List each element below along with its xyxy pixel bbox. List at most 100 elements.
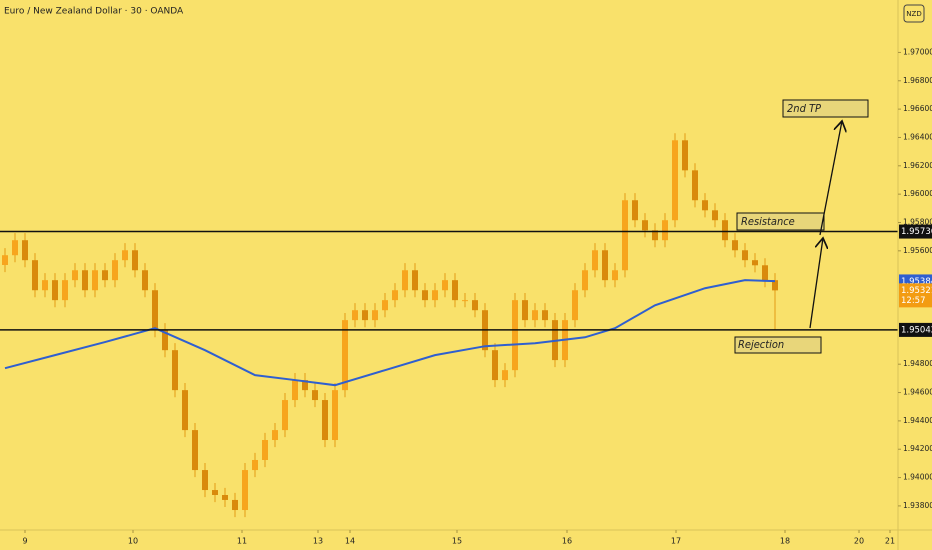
x-tick-label: 15 (452, 537, 462, 546)
candle-body (702, 200, 708, 211)
level-tag (899, 224, 932, 239)
candle-body (572, 290, 578, 321)
candle-body (542, 310, 548, 321)
y-tick-label: 1.95800 (903, 217, 932, 226)
candle-body (402, 270, 408, 291)
candle-body (282, 400, 288, 431)
x-tick-label: 14 (345, 537, 355, 546)
candle-body (752, 260, 758, 266)
ma-tag-label: 1.95384 (901, 277, 932, 287)
level-tag-label: 1.95042 (901, 325, 932, 335)
candle-body (522, 300, 528, 321)
candle-body (32, 260, 38, 291)
y-tick-label: 1.94800 (903, 359, 932, 368)
rejection-box (734, 336, 822, 354)
candle-body (352, 310, 358, 321)
y-tick-label: 1.96600 (903, 104, 932, 113)
candle-body (362, 310, 368, 321)
candle-body (82, 270, 88, 291)
candle-body (582, 270, 588, 291)
arrow-up-2 (819, 121, 842, 236)
candle-body (442, 280, 448, 291)
candle-body (682, 140, 688, 171)
candle-body (72, 270, 78, 281)
tp-box (782, 99, 869, 118)
x-tick-label: 17 (671, 537, 681, 546)
candle-body (502, 370, 508, 381)
candle-body (722, 220, 728, 241)
candle-body (622, 200, 628, 271)
level-tag-label: 1.95736 (901, 227, 932, 237)
candle-body (182, 390, 188, 431)
x-tick-label: 21 (885, 537, 895, 546)
x-tick-label: 20 (854, 537, 864, 546)
y-tick-label: 1.94400 (903, 416, 932, 425)
x-tick-label: 16 (562, 537, 572, 546)
y-tick-label: 1.94000 (903, 473, 932, 482)
candle-body (382, 300, 388, 311)
y-tick-label: 1.96800 (903, 76, 932, 85)
x-tick-label: 13 (313, 537, 323, 546)
candle-body (102, 270, 108, 281)
candle-body (232, 499, 238, 511)
candle-body (512, 300, 518, 371)
candle-body (732, 240, 738, 251)
x-tick-label: 9 (22, 537, 27, 546)
candle-body (162, 330, 168, 351)
x-tick-label: 11 (237, 537, 247, 546)
candle-body (472, 300, 478, 311)
y-tick-label: 1.93800 (903, 501, 932, 510)
tp-label: 2nd TP (787, 102, 821, 115)
candle-body (492, 350, 498, 381)
candle-body (422, 290, 428, 301)
candle-body (642, 220, 648, 231)
level-tag (899, 322, 932, 337)
candle-body (312, 390, 318, 401)
candle-body (202, 470, 208, 491)
candle-body (602, 250, 608, 281)
candle-body (742, 250, 748, 261)
candle-body (302, 380, 308, 391)
y-tick-label: 1.94600 (903, 388, 932, 397)
candle-body (662, 220, 668, 241)
candle-body (652, 230, 658, 241)
candle-body (452, 280, 458, 301)
candle-body (712, 210, 718, 221)
candle-body (372, 310, 378, 321)
y-tick-label: 1.96400 (903, 132, 932, 141)
candle-body (242, 470, 248, 511)
candle-body (532, 310, 538, 321)
rejection-label: Rejection (738, 338, 784, 351)
candle-body (762, 265, 768, 281)
resistance-box (736, 212, 825, 231)
plot-area (0, 133, 898, 518)
y-tick-label: 1.94200 (903, 444, 932, 453)
candle-body (432, 290, 438, 301)
candle-body (42, 280, 48, 291)
currency-box[interactable] (903, 4, 925, 23)
candle-body (332, 390, 338, 441)
candle-body (222, 494, 228, 500)
candle-body (122, 250, 128, 261)
x-tick-label: 10 (128, 537, 138, 546)
candle-body (212, 490, 218, 495)
candle-body (612, 270, 618, 281)
candle-body (22, 240, 28, 261)
candle-body (692, 170, 698, 201)
candle-body (672, 140, 678, 221)
candle-body (172, 350, 178, 391)
chart-title: Euro / New Zealand Dollar · 30 · OANDA (4, 7, 184, 17)
candle-body (632, 200, 638, 221)
candle-body (772, 280, 778, 291)
moving-average (4, 279, 776, 387)
y-tick-label: 1.97000 (903, 47, 932, 56)
candle-body (412, 270, 418, 291)
candle-body (262, 440, 268, 460)
arrow-up-1 (809, 238, 823, 329)
candle-body (392, 290, 398, 301)
y-tick-label: 1.96000 (903, 189, 932, 198)
candle-body (292, 380, 298, 401)
candle-body (462, 300, 468, 302)
